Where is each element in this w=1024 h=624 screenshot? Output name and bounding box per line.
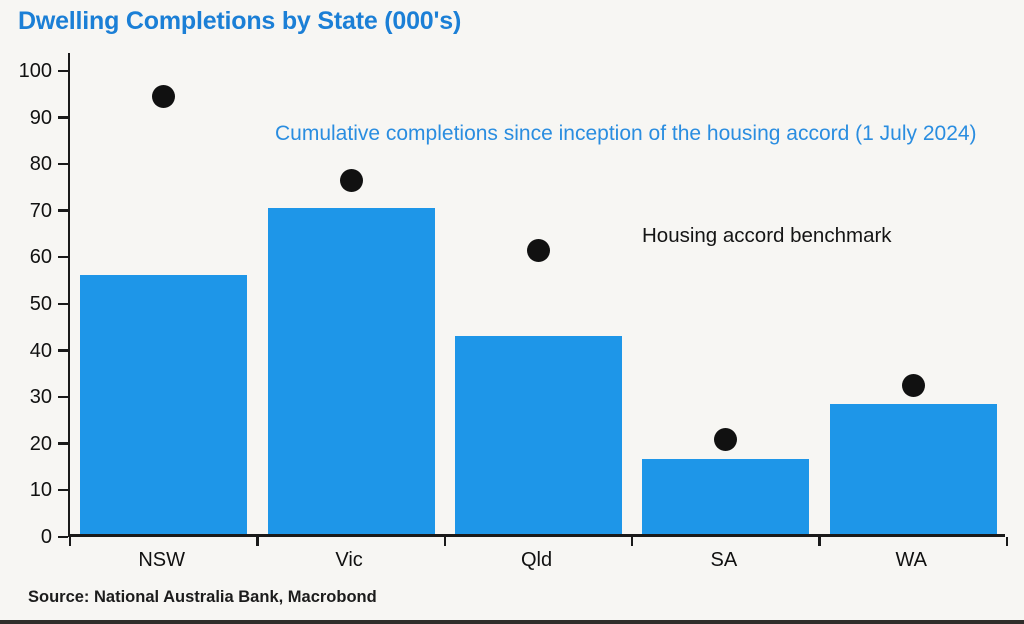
benchmark-series-label: Housing accord benchmark	[642, 224, 892, 247]
y-axis-tick-label: 50	[29, 293, 52, 315]
chart-title: Dwelling Completions by State (000's)	[18, 7, 462, 35]
bar-qld	[455, 335, 622, 534]
bar-wa	[829, 403, 997, 534]
x-axis-tick	[68, 537, 72, 546]
y-axis-tick	[58, 162, 68, 166]
category-label-vic: Vic	[335, 549, 363, 571]
category-label-qld: Qld	[520, 549, 553, 571]
y-axis-tick-label: 60	[29, 246, 52, 269]
y-axis-tick-label: 80	[29, 153, 52, 176]
x-axis-tick	[818, 537, 821, 546]
category-label-sa: SA	[710, 549, 738, 571]
y-axis-tick	[58, 488, 68, 492]
y-axis-tick	[58, 535, 68, 538]
y-axis-tick	[58, 116, 68, 119]
benchmark-dot-vic	[339, 169, 363, 192]
y-axis-tick-label: 90	[29, 106, 52, 129]
benchmark-dot-qld	[527, 238, 550, 262]
y-axis-tick	[58, 255, 68, 259]
bottom-edge-line	[0, 620, 1024, 624]
x-axis-tick	[1005, 537, 1009, 546]
bar-vic	[267, 207, 435, 534]
x-axis-tick	[443, 537, 447, 546]
x-axis-tick	[630, 537, 634, 546]
y-axis-tick	[58, 442, 68, 445]
plot-area: Cumulative completions since inception o…	[19, 53, 1009, 548]
benchmark-dot-nsw	[152, 85, 176, 109]
y-axis-tick	[58, 349, 68, 352]
category-label-nsw: NSW	[138, 549, 186, 571]
bar-nsw	[80, 275, 248, 534]
x-axis-tick	[256, 537, 259, 546]
y-axis-tick	[58, 395, 68, 399]
y-axis-tick	[58, 209, 68, 212]
y-axis-tick-label: 0	[40, 526, 52, 548]
y-axis-tick-label: 100	[18, 60, 52, 82]
y-axis-tick-label: 70	[29, 199, 52, 222]
source-note: Source: National Australia Bank, Macrobo…	[28, 588, 377, 606]
benchmark-dot-wa	[901, 374, 925, 398]
completions-series-label: Cumulative completions since inception o…	[275, 122, 977, 145]
category-label-wa: WA	[895, 549, 928, 571]
y-axis-tick-label: 10	[29, 479, 52, 502]
benchmark-dot-sa	[714, 427, 738, 451]
y-axis-tick-label: 20	[29, 432, 52, 455]
y-axis-tick	[58, 69, 68, 72]
y-axis-tick	[58, 302, 68, 305]
y-axis-tick-label: 40	[29, 339, 52, 362]
bar-sa	[642, 459, 810, 534]
y-axis-tick-label: 30	[29, 386, 52, 409]
